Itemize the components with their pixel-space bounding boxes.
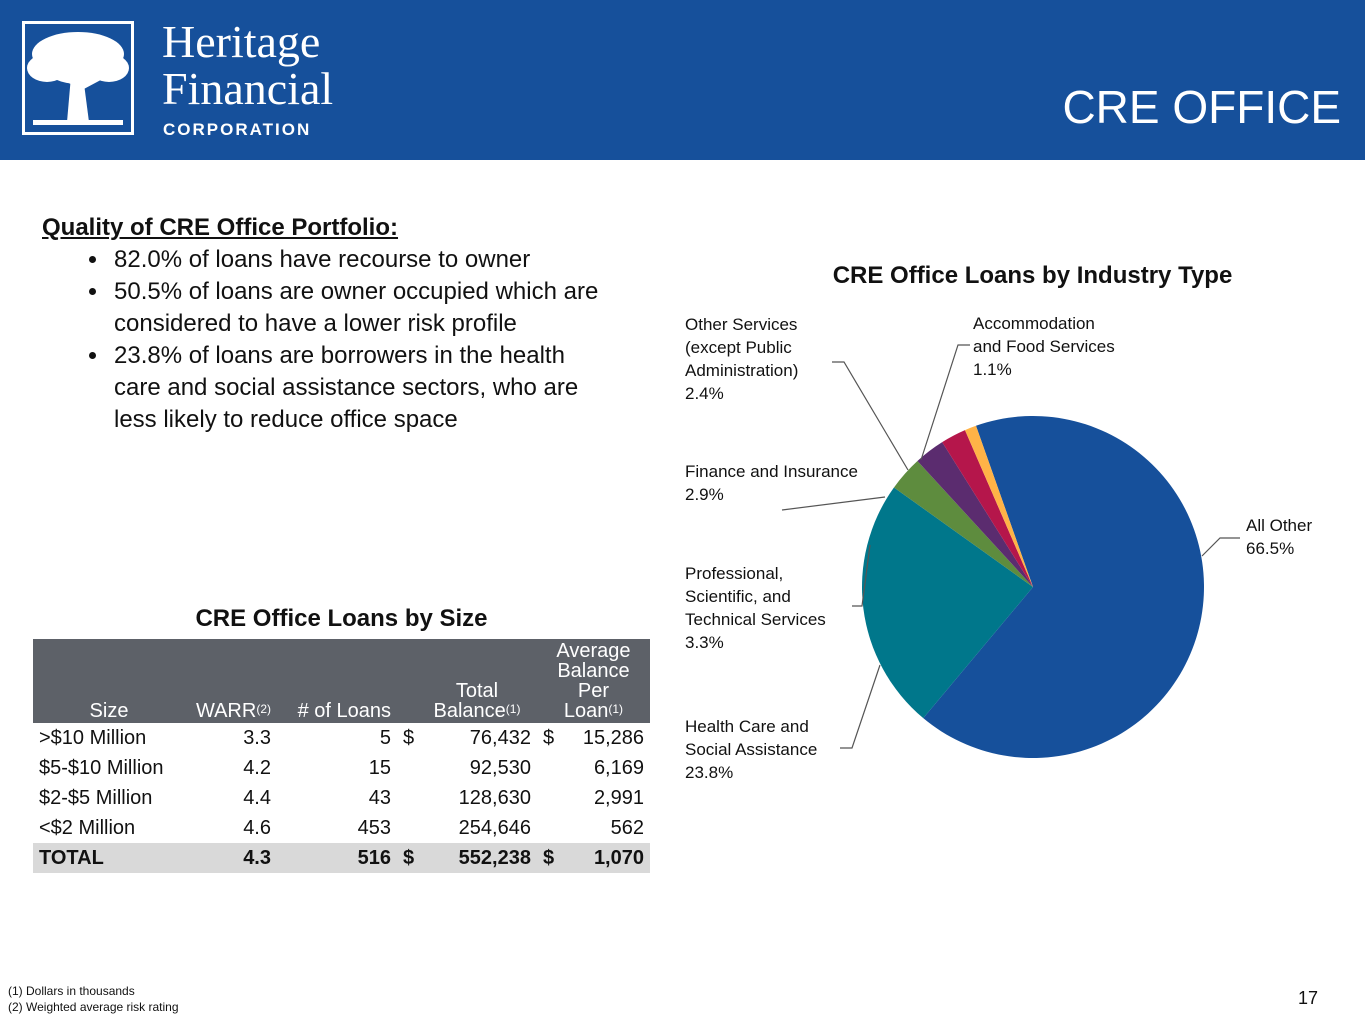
cell-loans: 516 [277,843,397,873]
footnote: (2) Weighted average risk rating [8,1000,179,1014]
pie-slice [923,415,1204,758]
cell-loans: 5 [379,727,391,749]
cell-avg: 562 [610,817,644,839]
pie-chart-title: CRE Office Loans by Industry Type [832,262,1233,289]
leader-line [920,344,970,461]
cell-total: 92,530 [469,757,531,779]
slide-title: CRE OFFICE [1062,81,1341,133]
pie-label: Finance and Insurance 2.9% [685,460,858,506]
cell-size: $2-$5 Million [39,787,153,809]
quality-bullet: 82.0% of loans have recourse to owner [110,244,602,276]
cell-avg: 6,169 [593,757,644,779]
pie-label-percent: 23.8% [685,763,734,782]
cell-warr: 4.6 [243,817,271,839]
pie-label-text: Accommodation [973,314,1095,333]
pie-slice [942,430,1033,587]
cell-loans: 15 [368,757,391,779]
cell-loans: 453 [357,817,391,839]
pie-label-text: All Other [1246,516,1313,535]
cell-total: 552,238 [423,843,537,873]
footnotes: (1) Dollars in thousands (2) Weighted av… [8,983,179,1015]
size-table: Size WARR(2) # of Loans Total Balance(1)… [33,639,650,873]
pie-label-text: Finance and Insurance [685,462,858,481]
header-banner: Heritage Financial CORPORATION CRE OFFIC… [0,0,1365,160]
leader-line [852,544,871,607]
col-size-header: Size [33,639,185,723]
page-number: 17 [1298,988,1319,1008]
col-loans-header: # of Loans [277,639,397,723]
cell-avg: 1,070 [562,843,650,873]
quality-bullet: 50.5% of loans are owner occupied which … [110,276,602,340]
company-subtitle: CORPORATION [163,120,312,139]
cell-total: 76,432 [469,727,531,749]
company-name: Heritage Financial [162,18,333,112]
pie-label-percent: 1.1% [973,360,1012,379]
table-row: >$10 Million 3.3 5 $ 76,432 $ 15,286 [33,723,650,753]
table-row: $2-$5 Million 4.4 43 128,630 2,991 [33,783,650,813]
leader-line [840,664,881,749]
leader-line [1201,537,1240,557]
pie-label-text: Health Care and [685,717,809,736]
table-row: <$2 Million 4.6 453 254,646 562 [33,813,650,843]
cell-size: <$2 Million [39,817,136,839]
pie-label: Professional, Scientific, and Technical Se… [685,562,826,654]
cell-dollar: $ [397,843,423,873]
quality-section: Quality of CRE Office Portfolio: 82.0% o… [42,212,602,436]
quality-bullets: 82.0% of loans have recourse to owner 50… [42,244,602,436]
pie-label: All Other 66.5% [1246,514,1312,560]
pie-label-text: (except Public [685,338,792,357]
pie-label: Health Care and Social Assistance 23.8% [685,715,817,784]
col-total-header: Total Balance(1) [397,639,537,723]
cell-total: 254,646 [458,817,531,839]
cell-warr: 3.3 [243,727,271,749]
cell-loans: 43 [368,787,391,809]
table-header-row: Size WARR(2) # of Loans Total Balance(1)… [33,639,650,723]
cell-dollar: $ [536,843,563,873]
pie-label-text: Professional, [685,564,784,583]
pie-label: Other Services (except Public Administrati… [685,313,798,405]
table-row: $5-$10 Million 4.2 15 92,530 6,169 [33,753,650,783]
cell-dollar: $ [542,727,555,749]
pie-slice [917,442,1033,587]
cell-dollar: $ [403,727,415,749]
cell-avg: 2,991 [593,787,644,809]
pie-label-percent: 66.5% [1246,539,1295,558]
pie-label-text: Social Assistance [685,740,818,759]
pie-slice [893,460,1033,587]
cell-avg: 15,286 [582,727,644,749]
company-name-line2: Financial [162,63,334,114]
pie-label-text: Scientific, and [685,587,791,606]
cell-warr: 4.2 [243,757,271,779]
cell-size: $5-$10 Million [39,757,164,779]
pie-label-percent: 2.9% [685,485,724,504]
pie-label-text: Technical Services [685,610,826,629]
pie-label-text: Other Services [685,315,798,334]
pie-label-percent: 2.4% [685,384,724,403]
footnote: (1) Dollars in thousands [8,984,135,998]
pie-slice [964,425,1033,587]
quality-heading: Quality of CRE Office Portfolio: [42,214,399,241]
quality-bullet: 23.8% of loans are borrowers in the heal… [110,340,602,436]
table-total-row: TOTAL 4.3 516 $ 552,238 $ 1,070 [33,843,650,873]
leader-line [781,496,886,511]
pie-label-text: and Food Services [973,337,1115,356]
pie-label-text: Administration) [685,361,799,380]
pie-label: Accommodation and Food Services 1.1% [973,312,1115,381]
leader-line [832,361,909,471]
col-avg-header: Average Balance Per Loan(1) [536,639,650,723]
pie-slice [862,487,1033,719]
cell-total: 128,630 [458,787,531,809]
company-name-line1: Heritage [162,16,321,67]
col-warr-header: WARR(2) [185,639,277,723]
cell-warr: 4.4 [243,787,271,809]
cell-size: TOTAL [33,843,185,873]
size-table-title: CRE Office Loans by Size [195,605,488,632]
pie-label-percent: 3.3% [685,633,724,652]
cell-warr: 4.3 [185,843,277,873]
cell-size: >$10 Million [39,727,147,749]
tree-logo-icon [22,21,134,135]
